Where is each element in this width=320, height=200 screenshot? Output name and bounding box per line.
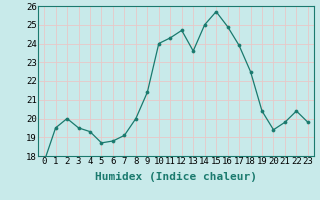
X-axis label: Humidex (Indice chaleur): Humidex (Indice chaleur) <box>95 172 257 182</box>
